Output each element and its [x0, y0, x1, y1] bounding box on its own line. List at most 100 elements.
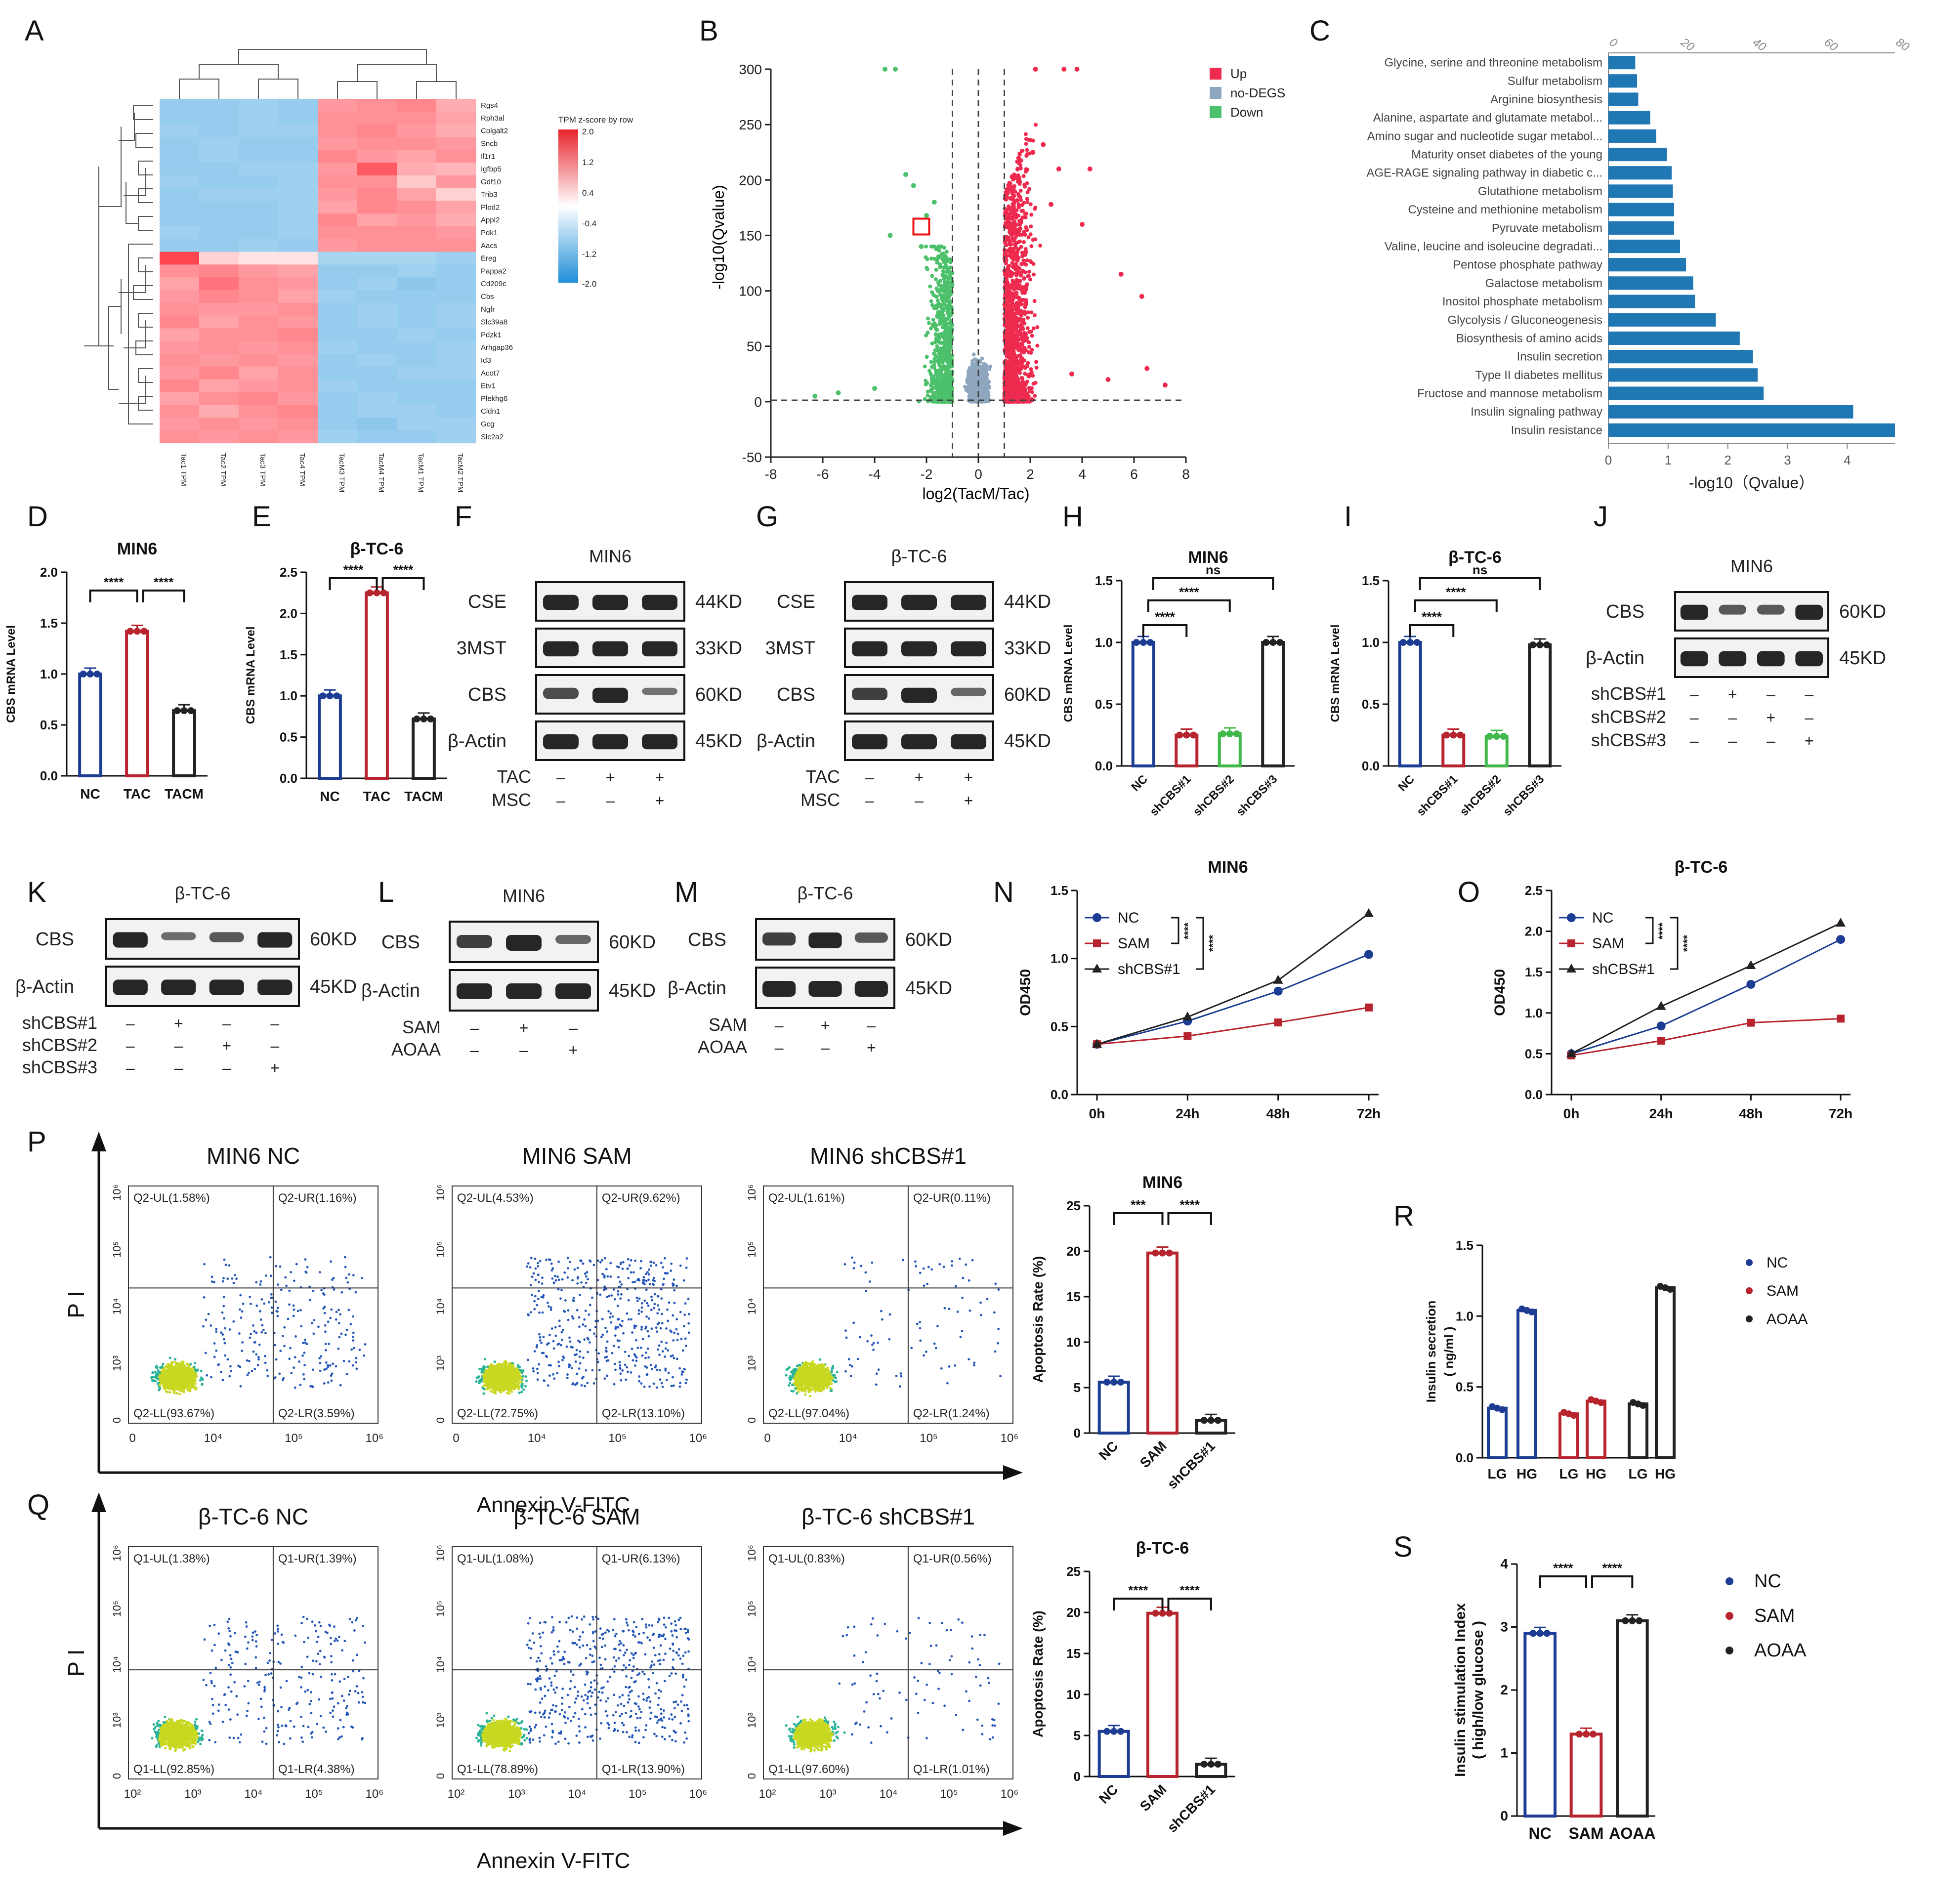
point-up: [1024, 348, 1028, 352]
heatmap-cell: [278, 201, 318, 214]
heatmap-cell: [397, 366, 437, 380]
data-point: [1110, 1378, 1118, 1386]
data-point: [173, 707, 181, 715]
heatmap-cell: [239, 150, 279, 163]
heatmap-cell: [318, 379, 358, 392]
data-point: [126, 628, 134, 635]
kegg-category-label: Pyruvate metabolism: [1492, 221, 1602, 235]
data-point: [187, 707, 195, 715]
point-down: [923, 397, 927, 401]
gene-label: Cd209c: [481, 280, 506, 288]
point-down: [926, 316, 930, 321]
heatmap-cell: [318, 430, 358, 444]
y-tick-label: 2.0: [280, 606, 297, 621]
heatmap-cell: [357, 137, 397, 150]
x-tick-label: shCBS#1: [1164, 1781, 1218, 1835]
bar: [1097, 1380, 1130, 1435]
y-tick-label: 20: [1066, 1244, 1081, 1259]
x-tick-label: TAC: [124, 786, 151, 802]
point-down: [940, 390, 945, 394]
data-point: [326, 692, 334, 700]
panel-letter-r: R: [1393, 1200, 1414, 1232]
chart-title: β-TC-6: [350, 540, 404, 558]
point-down: [893, 67, 898, 72]
gene-label: Rph3al: [481, 114, 505, 123]
point-up: [1027, 372, 1032, 377]
bar: [1131, 641, 1155, 767]
legend-tick: 1.2: [582, 158, 594, 167]
point-up: [1024, 250, 1028, 254]
data-point: [1200, 1761, 1208, 1768]
point-up: [1024, 169, 1028, 174]
y-tick-label: 10: [1066, 1335, 1081, 1350]
point-down: [911, 183, 916, 188]
y-tick-label: 0: [1074, 1769, 1081, 1784]
heatmap-cell: [199, 379, 239, 392]
point-up: [1018, 198, 1023, 202]
point-up: [1016, 156, 1020, 160]
heatmap-cell: [436, 341, 476, 354]
y-axis-label: CBS mRNA Level: [4, 625, 18, 723]
data-point: [1529, 641, 1537, 648]
point-up: [1038, 244, 1043, 248]
point-up: [1009, 314, 1013, 319]
heatmap-cell: [239, 137, 279, 150]
significance-bracket: [1142, 624, 1188, 637]
data-point: [1629, 1617, 1636, 1624]
point-up: [1021, 327, 1025, 331]
heatmap-legend-bar: [558, 129, 578, 283]
point-up: [1005, 354, 1009, 358]
heatmap-cell: [397, 302, 437, 316]
point-up: [1017, 371, 1022, 375]
kegg-category-label: Biosynthesis of amino acids: [1456, 332, 1602, 345]
heatmap-cell: [397, 188, 437, 201]
heatmap-cell: [199, 124, 239, 137]
heatmap-cell: [397, 418, 437, 431]
gene-label: Plod2: [481, 203, 500, 212]
point-up: [1024, 154, 1029, 158]
point-down: [937, 362, 942, 366]
data-point: [1207, 1761, 1215, 1768]
y-tick-label: 1.0: [1362, 635, 1380, 650]
panel-letter-p: P: [27, 1126, 46, 1158]
x-tick-label: AOAA: [1609, 1824, 1655, 1842]
heatmap-cell: [160, 341, 200, 354]
kegg-bar: [1608, 111, 1650, 125]
heatmap-cell: [436, 137, 476, 150]
point-up: [1019, 313, 1024, 317]
heatmap-cell: [239, 175, 279, 189]
heatmap-cell: [160, 201, 200, 214]
heatmap-cell: [160, 430, 200, 444]
heatmap-cell: [357, 226, 397, 240]
heatmap-cell: [436, 188, 476, 201]
legend-label: AOAA: [1767, 1311, 1808, 1327]
heatmap-cell: [199, 405, 239, 418]
point-up: [1033, 393, 1037, 398]
heatmap-cell: [239, 213, 279, 227]
point-up: [1056, 166, 1061, 171]
y-tick-label: 25: [1066, 1564, 1081, 1579]
legend-label: SAM: [1767, 1283, 1799, 1299]
heatmap-cell: [160, 366, 200, 380]
heatmap-cell: [318, 188, 358, 201]
y-tick-label: 15: [1066, 1646, 1081, 1661]
point-up: [1016, 240, 1020, 245]
y-tick-label: 1.5: [1095, 573, 1113, 588]
point-down: [946, 311, 951, 315]
heatmap-cell: [397, 252, 437, 265]
point-up: [1026, 394, 1031, 398]
point-down: [926, 321, 931, 325]
legend-tick: -0.4: [582, 219, 596, 228]
data-point: [1117, 1728, 1125, 1735]
heatmap-cell: [397, 150, 437, 163]
y-tick-label: 10: [1066, 1687, 1081, 1702]
point-up: [1074, 67, 1080, 72]
data-point: [380, 589, 387, 596]
point-up: [1144, 366, 1150, 371]
highlight-box: [912, 217, 930, 236]
point-nodeg: [973, 367, 977, 372]
data-point: [1263, 639, 1270, 646]
point-up: [1006, 288, 1010, 292]
